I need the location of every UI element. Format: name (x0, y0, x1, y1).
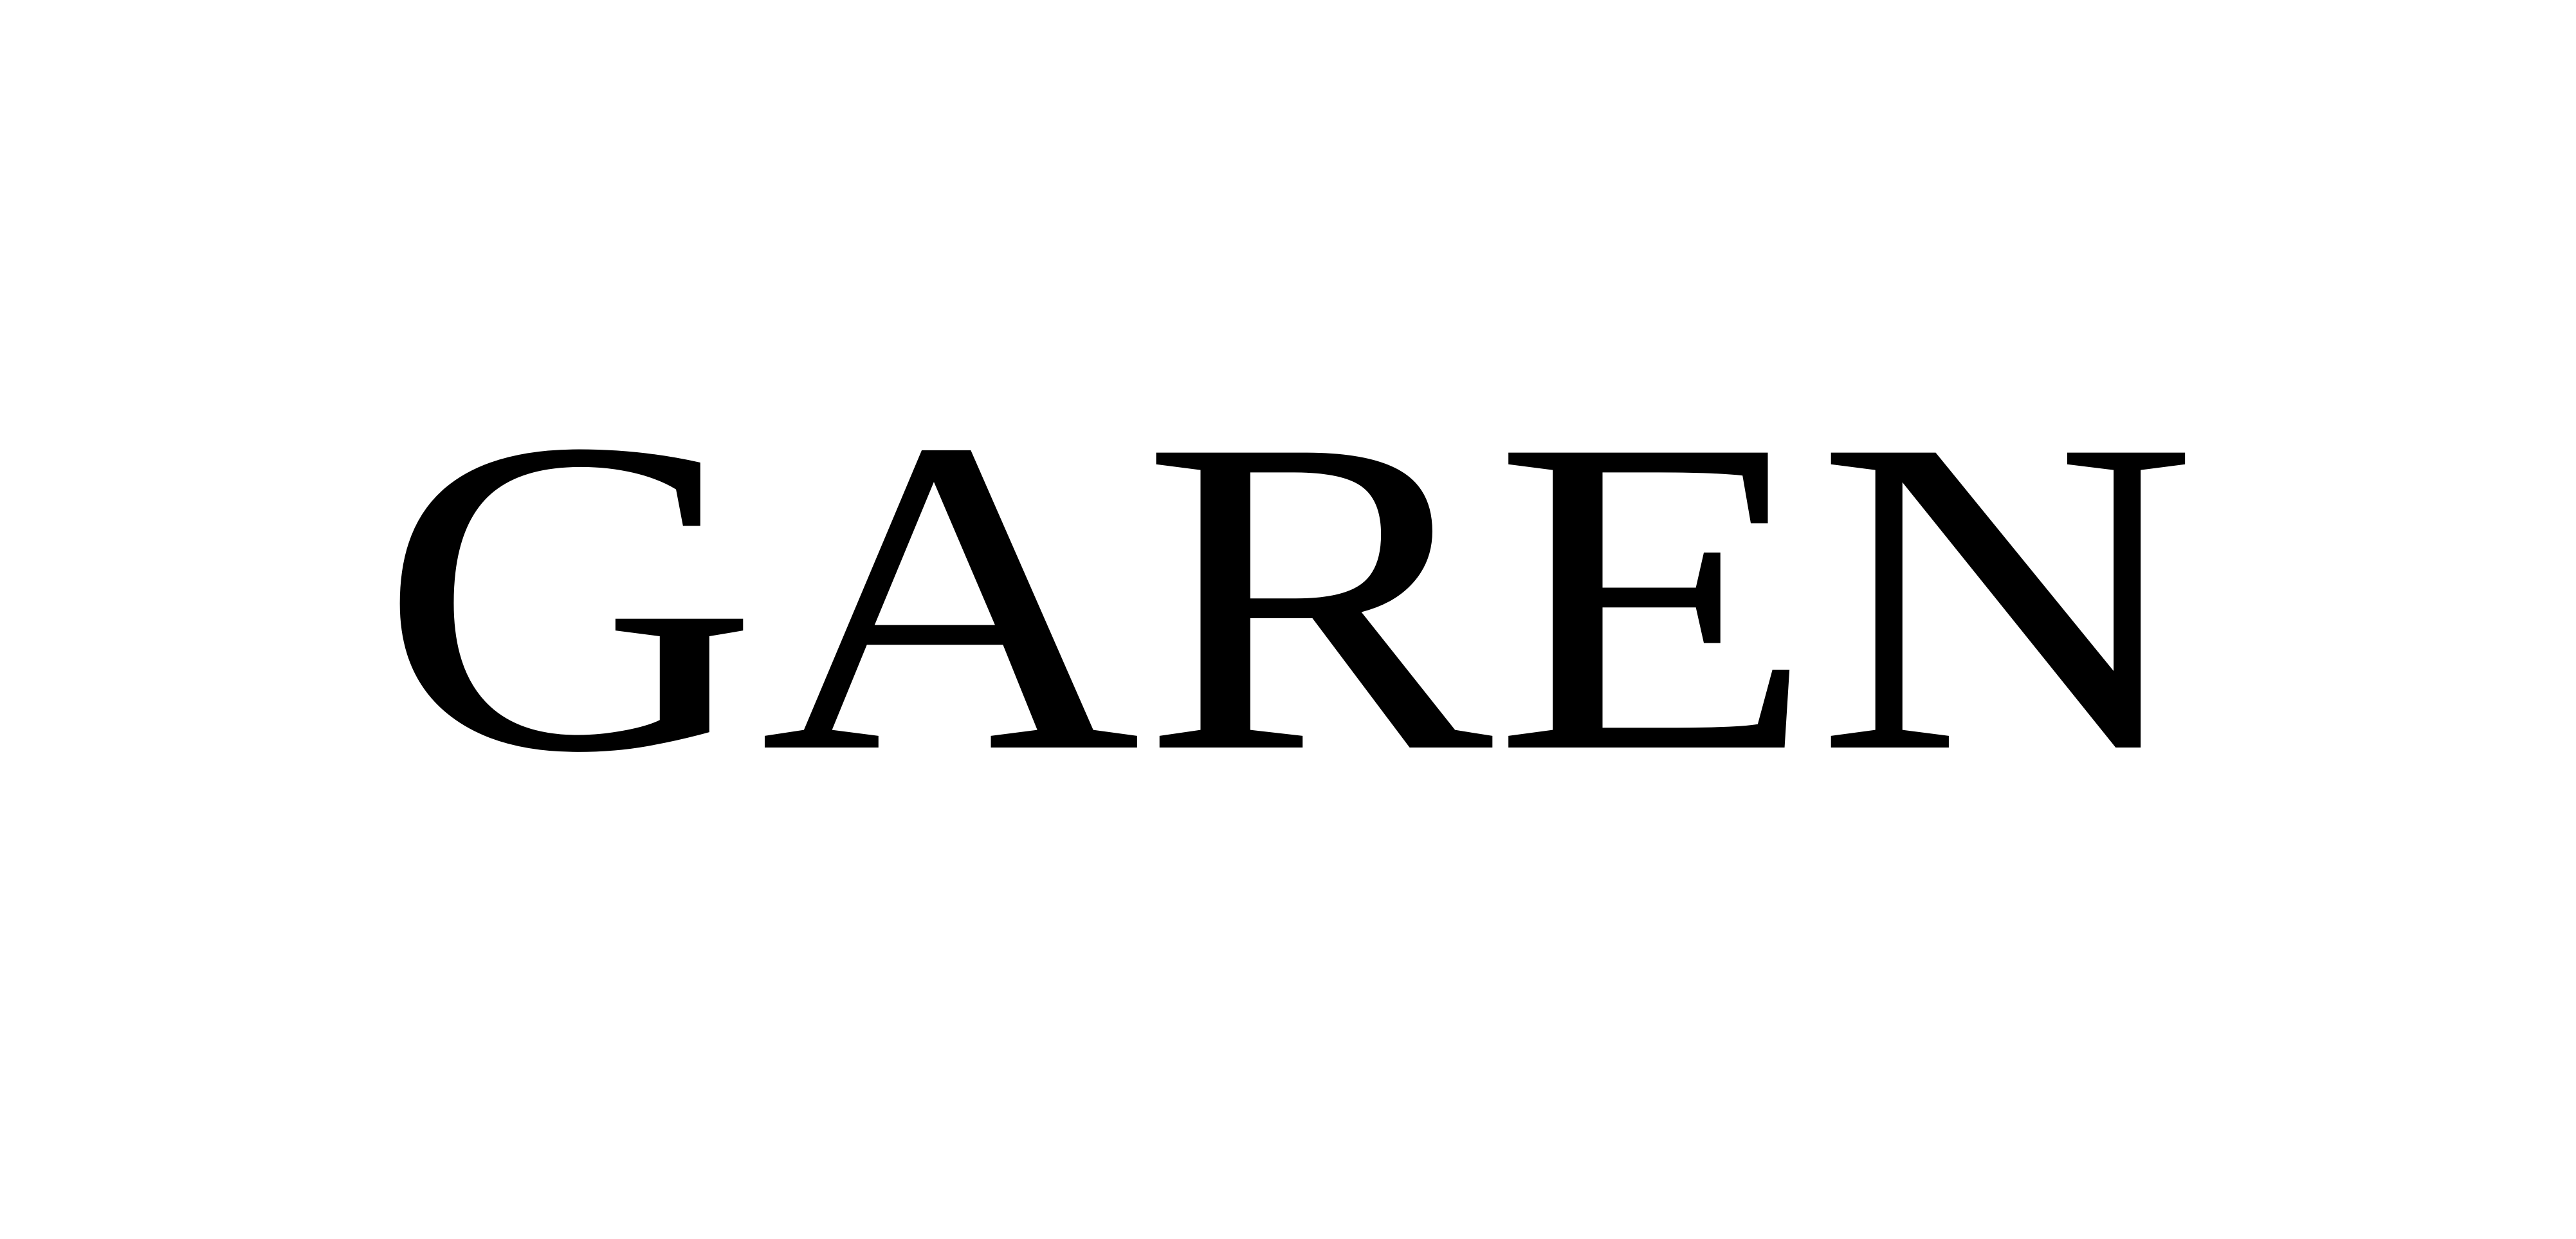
brand-wordmark: GAREN (378, 405, 2197, 766)
brand-wordmark-text: GAREN (378, 405, 2197, 766)
